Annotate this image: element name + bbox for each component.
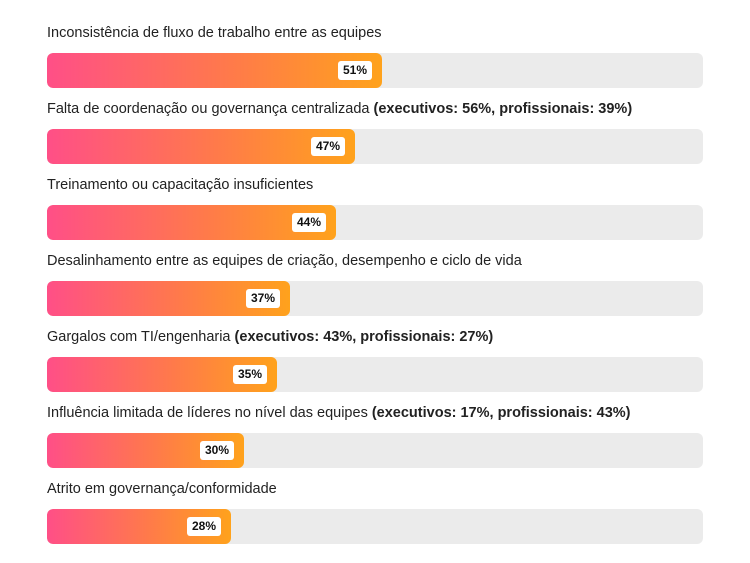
bar-row: Treinamento ou capacitação insuficientes… [47,176,703,240]
bar-row: Inconsistência de fluxo de trabalho entr… [47,24,703,88]
bar-fill [47,53,382,88]
bar-track: 37% [47,281,703,316]
bar-category-label: Gargalos com TI/engenharia (executivos: … [47,328,703,346]
bar-category-label: Treinamento ou capacitação insuficientes [47,176,703,194]
bar-value-label: 30% [199,441,234,460]
bar-row: Gargalos com TI/engenharia (executivos: … [47,328,703,392]
bar-fill [47,205,336,240]
bar-category-label: Atrito em governança/conformidade [47,480,703,498]
bar-category-label: Inconsistência de fluxo de trabalho entr… [47,24,703,42]
bar-track: 51% [47,53,703,88]
category-note: (executivos: 17%, profissionais: 43%) [371,405,631,421]
category-text: Influência limitada de líderes no nível … [47,405,368,421]
bar-category-label: Influência limitada de líderes no nível … [47,404,703,422]
bar-track: 47% [47,129,703,164]
bar-value-label: 47% [310,137,345,156]
bar-category-label: Falta de coordenação ou governança centr… [47,100,703,118]
bar-row: Influência limitada de líderes no nível … [47,404,703,468]
category-text: Gargalos com TI/engenharia [47,329,231,345]
bar-value-label: 37% [245,289,280,308]
category-text: Inconsistência de fluxo de trabalho entr… [47,25,382,41]
category-text: Desalinhamento entre as equipes de criaç… [47,253,522,269]
bar-track: 35% [47,357,703,392]
bar-value-label: 35% [232,365,267,384]
category-text: Falta de coordenação ou governança centr… [47,101,370,117]
category-note: (executivos: 43%, profissionais: 27%) [234,329,494,345]
bar-fill [47,129,355,164]
bar-value-label: 51% [337,61,372,80]
bar-row: Falta de coordenação ou governança centr… [47,100,703,164]
bar-track: 30% [47,433,703,468]
bar-category-label: Desalinhamento entre as equipes de criaç… [47,252,703,270]
bar-track: 28% [47,509,703,544]
bar-value-label: 28% [186,517,221,536]
bar-value-label: 44% [291,213,326,232]
category-text: Treinamento ou capacitação insuficientes [47,177,314,193]
bar-track: 44% [47,205,703,240]
category-text: Atrito em governança/conformidade [47,481,277,497]
bar-row: Atrito em governança/conformidade 28% [47,480,703,544]
category-note: (executivos: 56%, profissionais: 39%) [373,101,633,117]
bar-row: Desalinhamento entre as equipes de criaç… [47,252,703,316]
